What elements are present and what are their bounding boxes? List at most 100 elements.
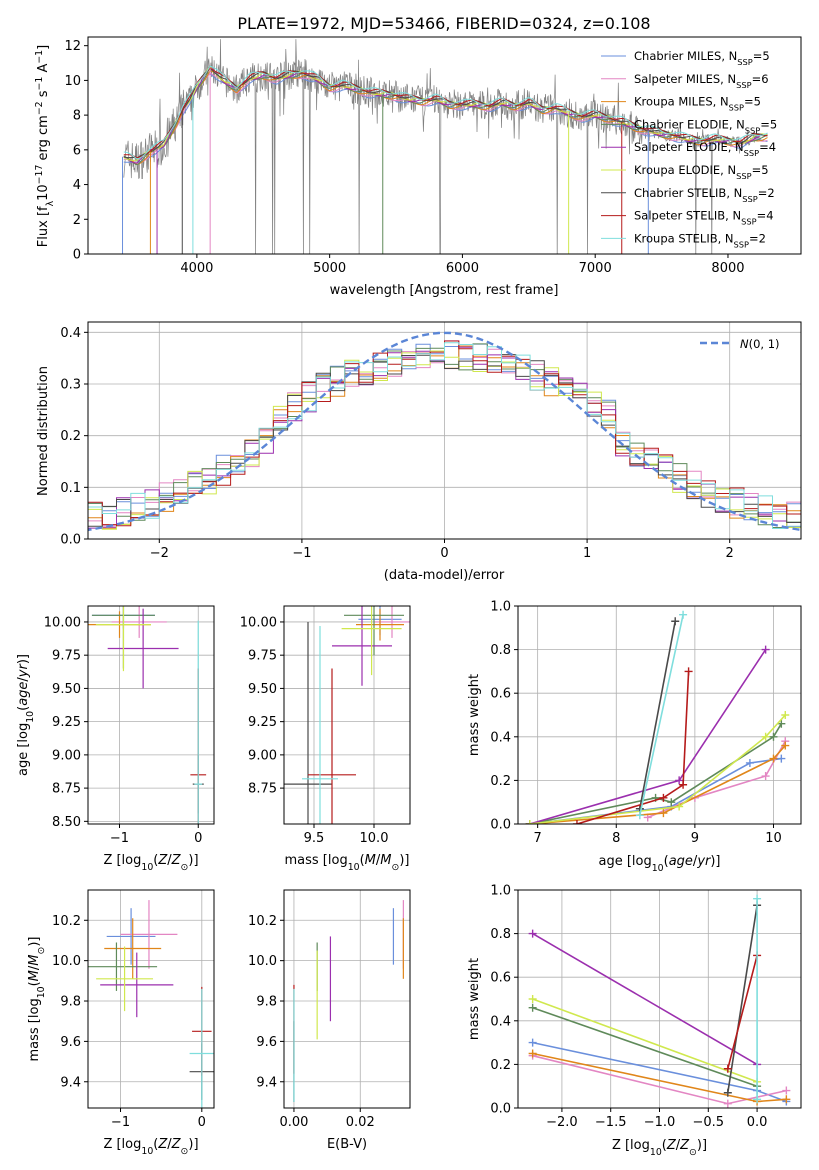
legend-label-5: Kroupa ELODIE, NSSP=5 [634,163,769,181]
axes-age_vs_mass: 9.5 10.0 8.75 9.00 9.25 9.50 9.75 10.00 [240,605,411,846]
x-tick-label: 9.5 [304,831,325,846]
errorbar-point-2 [356,608,404,641]
label-part: E(B-V) [327,1137,367,1152]
label-part: / [27,965,42,970]
x-tick-label: 8000 [711,261,744,276]
y-tick-label: 0.2 [490,774,511,789]
label-part: =2 [749,231,766,245]
axes-mw_vs_age: 7 8 9 10 0.0 0.2 0.4 0.6 0.8 1.0 [490,600,802,846]
y-tick-label: 8 [73,109,81,124]
y-tick-label: 0.2 [60,429,81,444]
model-line-4 [123,65,768,164]
label-part: Kroupa MILES, N [634,95,729,109]
legend-label-2: Kroupa MILES, NSSP=5 [634,95,761,113]
label-part: 10 [36,184,51,201]
y-tick-label: 1.0 [490,600,511,615]
y-tick-label: 1.0 [490,884,511,899]
x-axis-label: age [log10(age/yr)] [598,854,720,874]
axes-frame [283,889,411,1109]
y-tick-label: 9.50 [52,682,81,697]
label-part: / [167,1137,172,1152]
label-part: ] [36,45,51,50]
label-part: age [log [598,854,651,869]
label-part: mass [log [285,853,348,868]
mass-weight-marker [635,811,644,820]
label-part: −2 [34,101,45,115]
y-tick-label: 10.00 [240,615,277,630]
y-tick-label: 10.2 [248,914,277,929]
mass-weight-marker [769,754,778,763]
label-part: )] [188,1137,198,1152]
mass-weight-line-5 [532,998,758,1083]
mass-weight-marker [745,758,754,767]
y-tick-label: 9.6 [60,1035,81,1050]
y-tick-label: 0.4 [490,730,511,745]
y-tick-label: 0 [73,248,81,263]
x-tick-label: 0.02 [346,1115,375,1130]
label-part: SSP [741,217,756,227]
y-axis-label: Flux [fλ10−17 erg cm−2 s−1 A−1] [34,45,56,247]
y-tick-label: 0.4 [490,1014,511,1029]
mass-weight-marker [525,820,534,824]
label-part: ( [153,1137,158,1152]
x-axis-label: mass [log10(M/M⊙)] [285,853,410,873]
legend-gauss-label: N(0, 1) [740,337,780,351]
axes-frame [87,36,802,255]
label-part: N [740,337,749,351]
legend-label-8: Kroupa STELIB, NSSP=2 [634,231,766,249]
label-part: ⊙ [36,947,47,955]
errorbar-point-0 [106,908,156,965]
label-part: Z [log [103,853,141,868]
x-tick-label: 9 [691,831,699,846]
legend-label-1: Salpeter MILES, NSSP=6 [634,72,769,90]
label-part: ( [360,853,365,868]
label-part: Z [679,1138,690,1153]
label-part: 10 [348,862,360,873]
x-axis-label: E(B-V) [327,1137,367,1152]
label-part: / [376,853,381,868]
x-tick-label: 10.0 [360,831,389,846]
label-part: SSP [736,80,751,90]
mass-weight-marker [753,1095,762,1104]
y-axis-label: mass weight [467,958,482,1040]
label-part: ( [664,854,669,869]
y-tick-label: 0.4 [60,326,81,341]
label-part: SSP [729,103,744,113]
y-tick-label: 0.8 [490,643,511,658]
mass-weight-marker [675,776,684,785]
label-part: 10 [650,1147,662,1158]
mass-weight-marker [675,802,684,811]
y-tick-label: 0.6 [490,687,511,702]
mass-weight-marker [769,732,778,741]
label-part: ⊙ [181,1146,189,1157]
label-part: =5 [753,49,770,63]
label-part: ⊙ [392,862,400,873]
legend-label-6: Chabrier STELIB, NSSP=2 [634,186,775,204]
mass-weight-marker [528,995,537,1003]
label-part: 10 [36,986,47,998]
legend-label-4: Salpeter ELODIE, NSSP=4 [634,140,776,158]
mass-weight-marker [528,1003,537,1012]
errorbar-point-4 [107,608,179,689]
label-part: ( [153,853,158,868]
errorbar-point-1 [111,606,167,638]
mass-weight-line-6 [639,621,676,809]
label-part: ⊙ [689,1147,697,1158]
model-line-7 [123,67,768,159]
label-part: s [36,90,51,101]
y-tick-label: 0.0 [490,1102,511,1117]
mass-weight-marker [667,798,676,807]
label-part: SSP [737,57,752,67]
errorbar-point-4 [100,952,174,1018]
label-part: SSP [745,125,760,135]
x-tick-label: 0 [440,546,448,561]
y-tick-label: 9.75 [52,649,81,664]
label-part: age [669,854,693,869]
y-tick-label: 0.2 [490,1058,511,1073]
label-part: ( [16,706,31,711]
y-tick-label: 2 [73,213,81,228]
plot-area-mw_vs_Z [528,894,791,1108]
label-part: SSP [744,148,759,158]
y-axis-label: Normed distribution [36,366,51,496]
label-part: Salpeter STELIB, N [634,209,741,223]
